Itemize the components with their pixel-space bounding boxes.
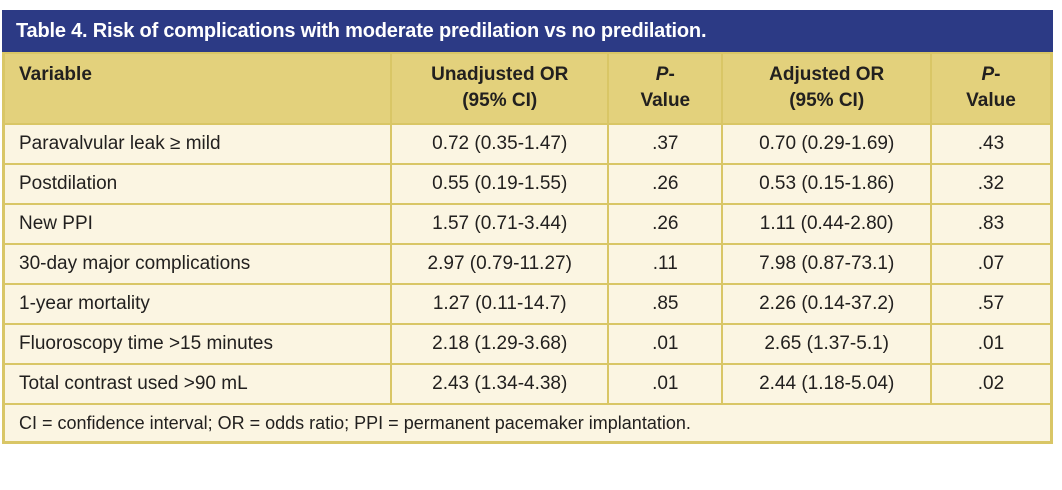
- cell-p-unadjusted: .26: [607, 163, 724, 206]
- table-row: Paravalvular leak ≥ mild 0.72 (0.35-1.47…: [2, 123, 1053, 166]
- table-row: 1-year mortality 1.27 (0.11-14.7) .85 2.…: [2, 283, 1053, 326]
- table-title-bar: Table 4. Risk of complications with mode…: [2, 10, 1053, 52]
- p-header-line1: P-: [938, 62, 1044, 88]
- cell-variable: Paravalvular leak ≥ mild: [2, 123, 393, 166]
- col-header-p-value-unadjusted: P- Value: [607, 51, 724, 126]
- p-letter: P: [655, 64, 669, 85]
- table-title: Table 4. Risk of complications with mode…: [16, 19, 707, 42]
- table-row: Total contrast used >90 mL 2.43 (1.34-4.…: [2, 363, 1053, 406]
- cell-adjusted-or: 1.11 (0.44-2.80): [721, 203, 932, 246]
- footnote-row: CI = confidence interval; OR = odds rati…: [2, 403, 1053, 444]
- cell-p-unadjusted: .11: [607, 243, 724, 286]
- cell-p-adjusted: .07: [929, 243, 1053, 286]
- cell-p-unadjusted: .37: [607, 123, 724, 166]
- table-row: 30-day major complications 2.97 (0.79-11…: [2, 243, 1053, 286]
- cell-unadjusted-or: 2.18 (1.29-3.68): [390, 323, 610, 366]
- footnote: CI = confidence interval; OR = odds rati…: [2, 403, 1053, 444]
- cell-p-adjusted: .83: [929, 203, 1053, 246]
- table-row: Fluoroscopy time >15 minutes 2.18 (1.29-…: [2, 323, 1053, 366]
- cell-p-adjusted: .01: [929, 323, 1053, 366]
- p-suffix: -: [668, 64, 675, 85]
- cell-adjusted-or: 2.65 (1.37-5.1): [721, 323, 932, 366]
- cell-variable: Total contrast used >90 mL: [2, 363, 393, 406]
- p-suffix: -: [994, 64, 1001, 85]
- cell-adjusted-or: 2.44 (1.18-5.04): [721, 363, 932, 406]
- col-header-unadjusted-or-line1: Unadjusted OR: [431, 64, 569, 85]
- cell-variable: New PPI: [2, 203, 393, 246]
- p-header-line1: P-: [615, 62, 715, 88]
- p-header-line2: Value: [966, 89, 1016, 111]
- cell-p-adjusted: .02: [929, 363, 1053, 406]
- cell-unadjusted-or: 1.57 (0.71-3.44): [390, 203, 610, 246]
- complications-table: Variable Unadjusted OR (95% CI) P- Value…: [2, 51, 1053, 444]
- table-4-figure: Table 4. Risk of complications with mode…: [2, 10, 1053, 444]
- cell-p-adjusted: .43: [929, 123, 1053, 166]
- col-header-unadjusted-or-line2: (95% CI): [462, 89, 538, 111]
- cell-unadjusted-or: 1.27 (0.11-14.7): [390, 283, 610, 326]
- table-row: Postdilation 0.55 (0.19-1.55) .26 0.53 (…: [2, 163, 1053, 206]
- cell-p-adjusted: .57: [929, 283, 1053, 326]
- cell-adjusted-or: 0.70 (0.29-1.69): [721, 123, 932, 166]
- col-header-unadjusted-or: Unadjusted OR (95% CI): [390, 51, 610, 126]
- cell-unadjusted-or: 2.97 (0.79-11.27): [390, 243, 610, 286]
- cell-p-adjusted: .32: [929, 163, 1053, 206]
- cell-p-unadjusted: .01: [607, 323, 724, 366]
- col-header-adjusted-or: Adjusted OR (95% CI): [721, 51, 932, 126]
- cell-adjusted-or: 7.98 (0.87-73.1): [721, 243, 932, 286]
- header-row: Variable Unadjusted OR (95% CI) P- Value…: [2, 51, 1053, 126]
- cell-p-unadjusted: .85: [607, 283, 724, 326]
- cell-p-unadjusted: .26: [607, 203, 724, 246]
- p-header-line2: Value: [640, 89, 691, 111]
- col-header-adjusted-or-line2: (95% CI): [789, 89, 865, 111]
- cell-unadjusted-or: 0.72 (0.35-1.47): [390, 123, 610, 166]
- p-letter: P: [981, 64, 995, 85]
- cell-variable: Fluoroscopy time >15 minutes: [2, 323, 393, 366]
- cell-variable: 1-year mortality: [2, 283, 393, 326]
- cell-p-unadjusted: .01: [607, 363, 724, 406]
- cell-adjusted-or: 2.26 (0.14-37.2): [721, 283, 932, 326]
- cell-variable: Postdilation: [2, 163, 393, 206]
- cell-unadjusted-or: 2.43 (1.34-4.38): [390, 363, 610, 406]
- col-header-p-value-adjusted: P- Value: [929, 51, 1053, 126]
- col-header-variable: Variable: [2, 51, 393, 126]
- table-row: New PPI 1.57 (0.71-3.44) .26 1.11 (0.44-…: [2, 203, 1053, 246]
- col-header-adjusted-or-line1: Adjusted OR: [769, 64, 885, 85]
- cell-variable: 30-day major complications: [2, 243, 393, 286]
- cell-unadjusted-or: 0.55 (0.19-1.55): [390, 163, 610, 206]
- cell-adjusted-or: 0.53 (0.15-1.86): [721, 163, 932, 206]
